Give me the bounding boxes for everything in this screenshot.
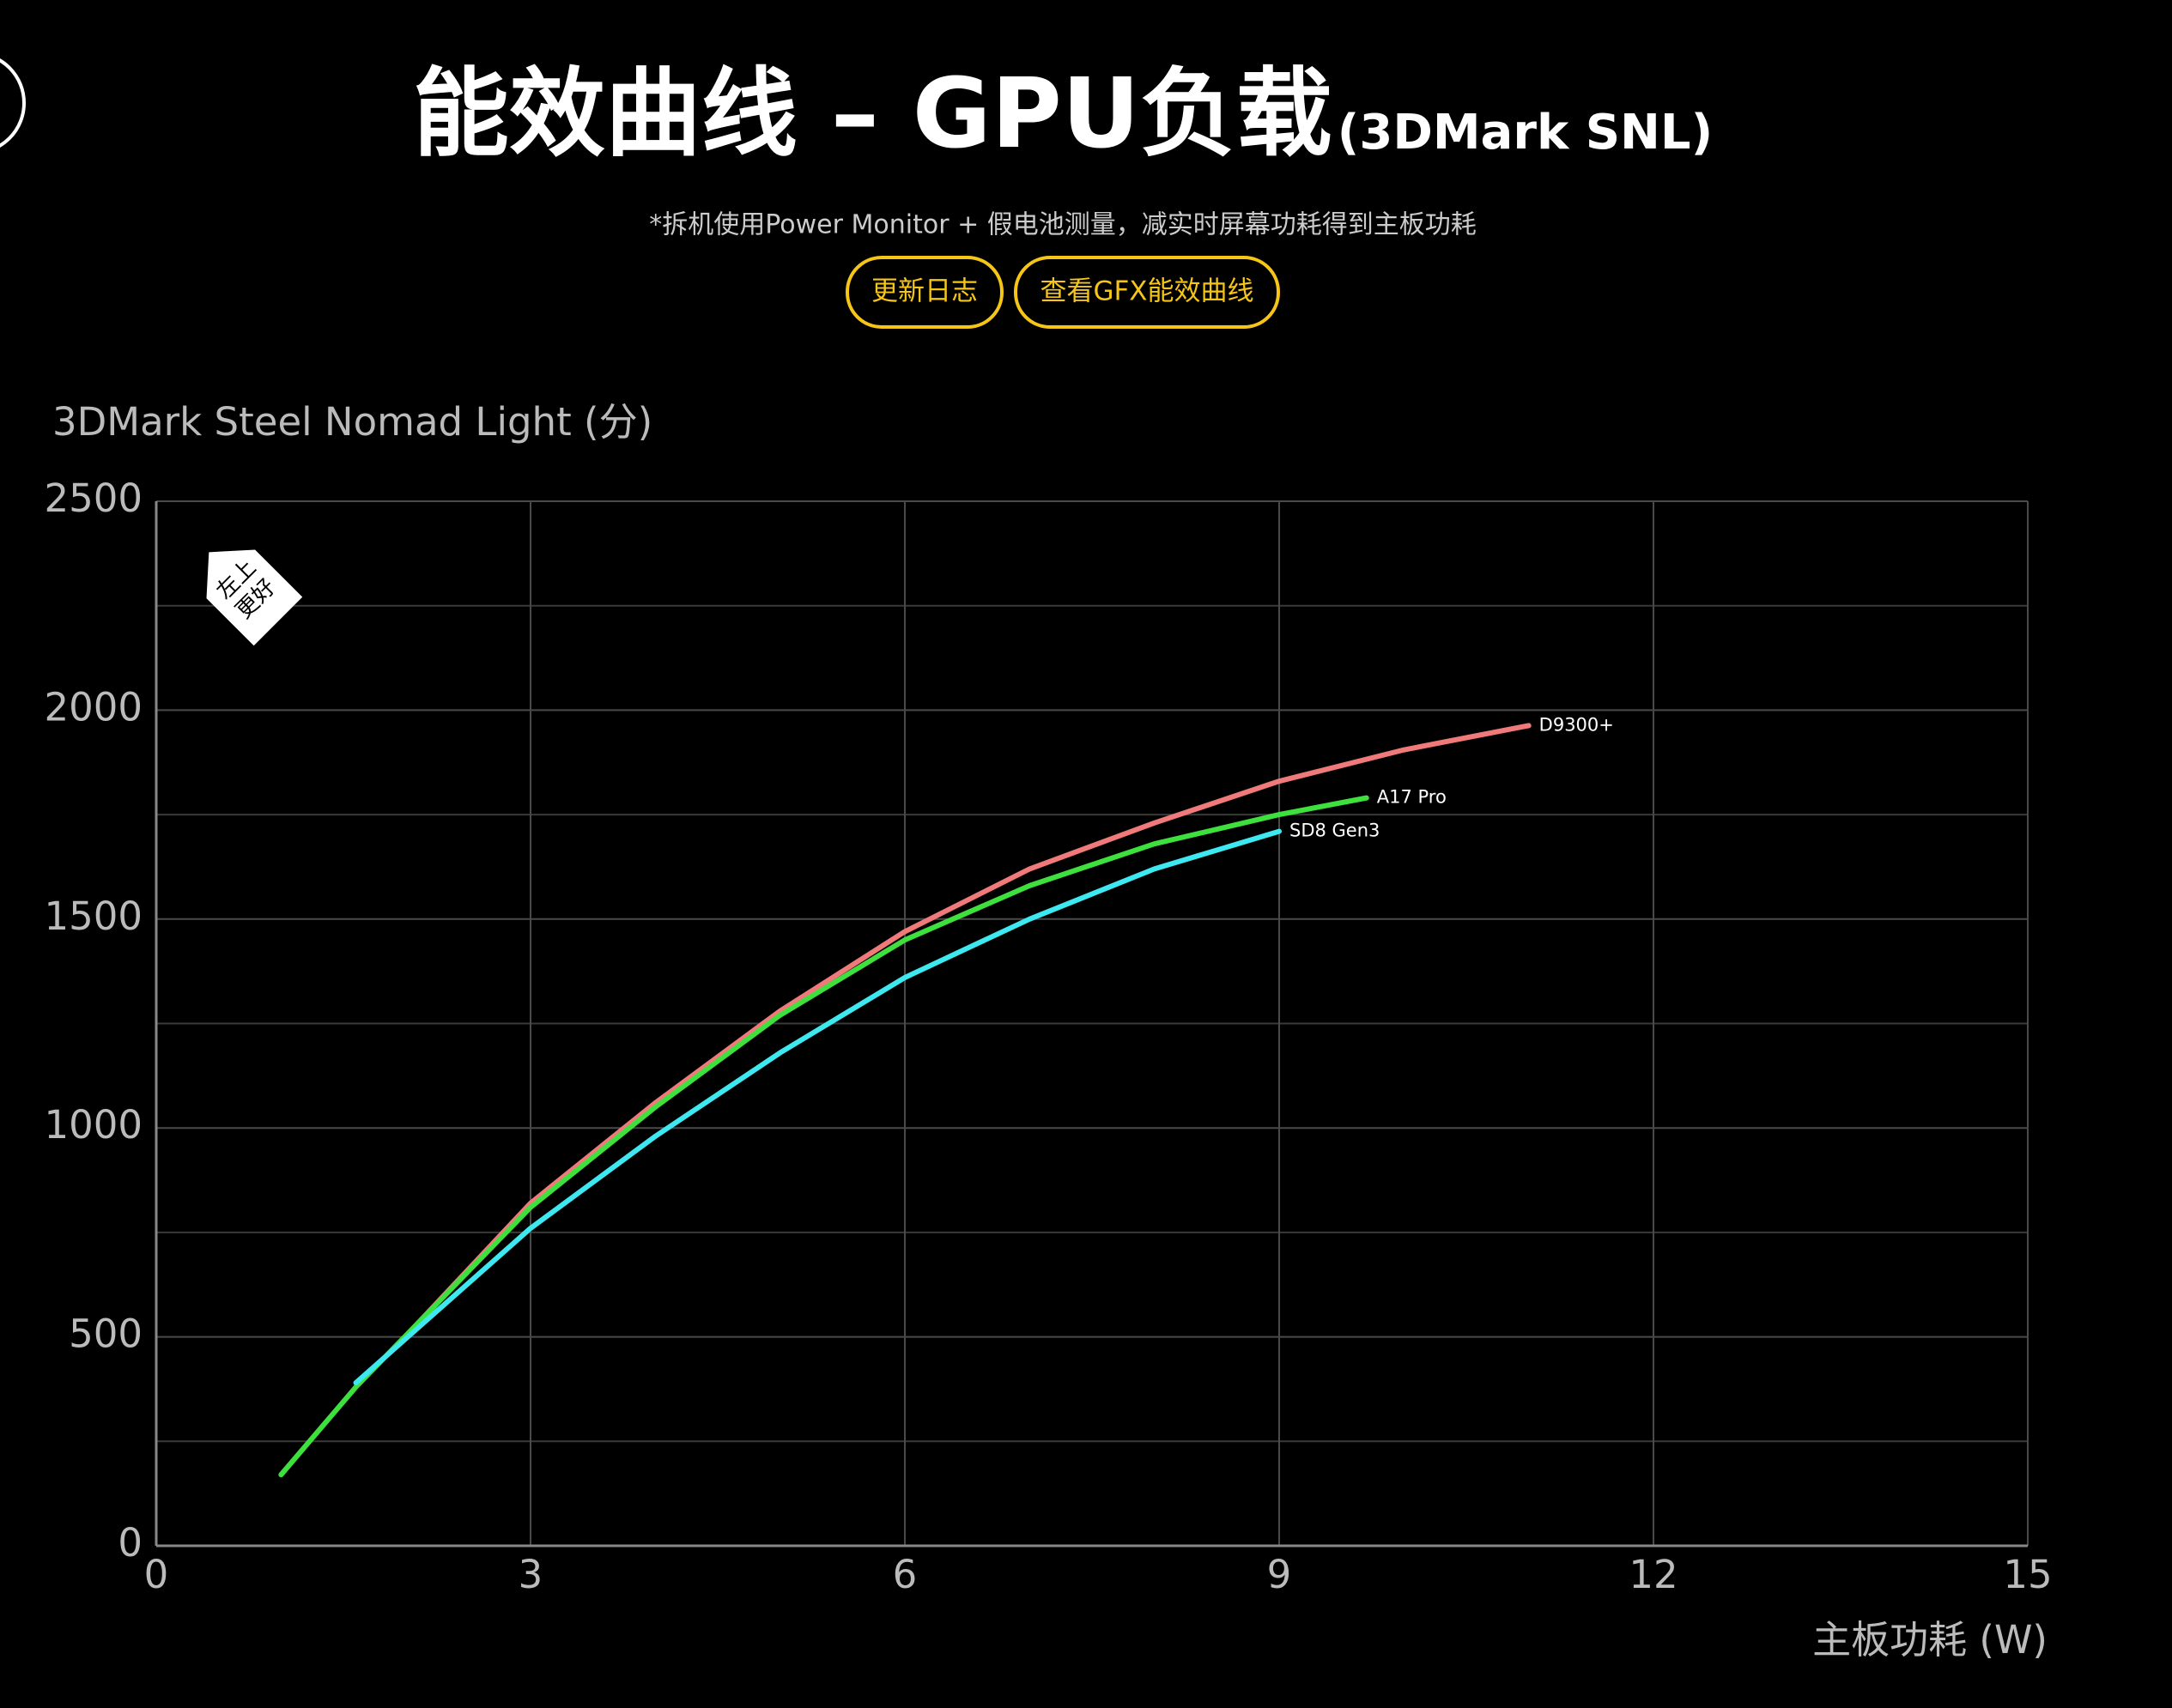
x-tick-label: 12	[1629, 1552, 1678, 1597]
button[interactable]: 查看GFX能效曲线	[1014, 256, 1280, 329]
x-tick-label: 15	[2003, 1552, 2052, 1597]
series-label: D9300+	[1539, 714, 1614, 735]
chart-title: 能效曲线 – GPU负载 (3DMark SNL)	[413, 58, 1713, 170]
title-suffix: (3DMark SNL)	[1338, 105, 1713, 161]
y-tick-label: 1000	[44, 1102, 143, 1148]
series-line	[353, 828, 1282, 1386]
button-label: 查看GFX能效曲线	[1040, 276, 1253, 307]
y-tick-label: 1500	[44, 893, 143, 939]
badge: 左上 更好	[206, 549, 303, 646]
button-border	[846, 256, 1004, 329]
nav-button[interactable]	[0, 53, 26, 153]
y-tick-label: 500	[69, 1311, 143, 1357]
x-tick-label: 3	[519, 1552, 543, 1597]
x-tick-label: 9	[1267, 1552, 1292, 1597]
series-label: SD8 Gen3	[1289, 821, 1380, 841]
title-main: 能效曲线 – GPU负载	[413, 58, 1332, 170]
y-tick-label: 0	[118, 1520, 143, 1566]
y-tick-label: 2500	[44, 475, 143, 521]
x-tick-label: 0	[144, 1552, 169, 1597]
y-tick-label: 2000	[44, 684, 143, 730]
y-axis-label: 3DMark Steel Nomad Light (分)	[52, 399, 652, 445]
subtitle: *拆机使用Power Monitor + 假电池测量，减实时屏幕功耗得到主板功耗	[649, 210, 1477, 240]
x-axis-label: 主板功耗 (W)	[1812, 1617, 2048, 1663]
badge-shape	[206, 549, 303, 646]
button-label: 更新日志	[871, 276, 978, 307]
x-tick-label: 6	[893, 1552, 918, 1597]
series-label: A17 Pro	[1377, 787, 1447, 808]
button[interactable]: 更新日志	[846, 256, 1004, 329]
series-line	[391, 723, 1532, 1353]
series-line	[278, 795, 1369, 1478]
button-border	[1014, 256, 1280, 329]
